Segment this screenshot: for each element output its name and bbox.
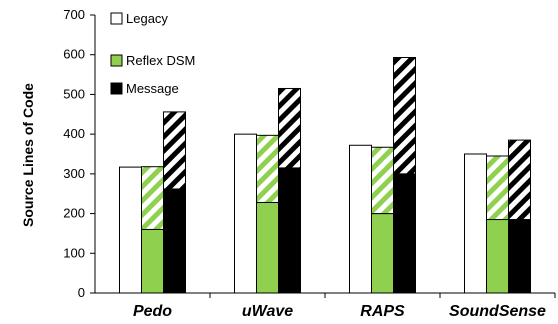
bar-reflex-solid — [486, 219, 509, 294]
bar-reflex-hatched — [486, 155, 509, 221]
legend-label-reflex: Reflex DSM — [126, 53, 195, 68]
bar-message-hatched — [278, 87, 301, 169]
y-tick-label: 700 — [63, 7, 85, 22]
bar-message-hatched — [508, 139, 531, 221]
y-tick-label: 100 — [63, 245, 85, 260]
legend-label-message: Message — [126, 81, 179, 96]
bar-legacy — [464, 153, 487, 294]
legend-swatch-legacy — [110, 12, 123, 25]
y-tick-label: 500 — [63, 86, 85, 101]
bar-legacy — [119, 166, 142, 294]
y-axis: 0 100 200 300 400 500 600 700 — [63, 7, 96, 300]
bar-message-solid — [393, 173, 416, 294]
x-axis: Pedo uWave RAPS SoundSense — [95, 292, 556, 320]
bar-message-hatched — [393, 56, 416, 175]
legend-swatch-message — [110, 82, 123, 95]
bar-reflex-hatched — [371, 146, 394, 215]
x-tick-label: RAPS — [360, 303, 405, 320]
bar-reflex-solid — [371, 213, 394, 294]
bars-group — [119, 56, 531, 294]
y-tick-label: 0 — [78, 285, 85, 300]
y-tick-label: 600 — [63, 47, 85, 62]
y-tick-label: 300 — [63, 166, 85, 181]
x-tick-label: SoundSense — [449, 303, 546, 320]
legend-label-legacy: Legacy — [126, 11, 168, 26]
bar-reflex-hatched — [141, 166, 164, 230]
legend: Legacy Reflex DSM Message — [110, 11, 195, 96]
y-tick-label: 200 — [63, 206, 85, 221]
y-axis-label: Source Lines of Code — [20, 83, 36, 227]
bar-reflex-solid — [256, 201, 279, 294]
legend-swatch-reflex — [110, 54, 123, 67]
bar-message-hatched — [163, 111, 186, 190]
bar-reflex-solid — [141, 228, 164, 294]
bar-legacy — [234, 133, 257, 294]
bar-legacy — [349, 144, 372, 294]
bar-reflex-hatched — [256, 134, 279, 203]
y-tick-label: 400 — [63, 126, 85, 141]
x-tick-label: uWave — [242, 303, 293, 320]
bar-message-solid — [508, 219, 531, 294]
x-tick-label: Pedo — [133, 303, 172, 320]
bar-message-solid — [278, 167, 301, 294]
bar-message-solid — [163, 188, 186, 294]
